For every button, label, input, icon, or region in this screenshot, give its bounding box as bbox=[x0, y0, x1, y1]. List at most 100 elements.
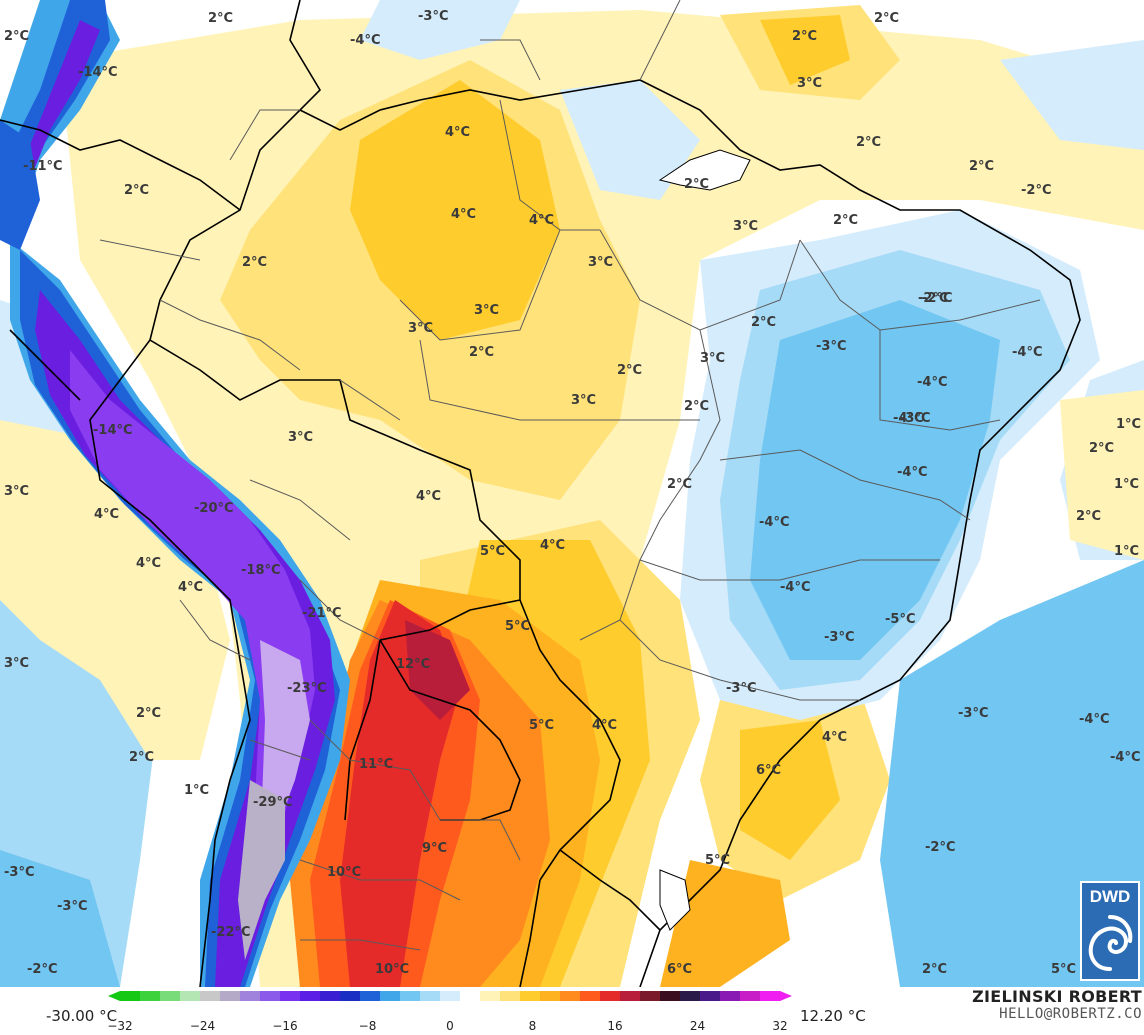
temperature-label: -3°C bbox=[726, 681, 756, 696]
temperature-label: 2°C bbox=[922, 962, 947, 977]
legend-swatch bbox=[540, 991, 561, 1001]
temperature-label: 11°C bbox=[359, 757, 393, 772]
legend-max-label: 12.20 °C bbox=[800, 1007, 866, 1025]
temperature-region bbox=[880, 560, 1144, 987]
legend-swatch bbox=[420, 991, 441, 1001]
temperature-label: 3°C bbox=[408, 321, 433, 336]
legend-tick-label: 8 bbox=[529, 1019, 537, 1033]
temperature-label: 9°C bbox=[422, 841, 447, 856]
national-border bbox=[0, 119, 241, 211]
state-border bbox=[159, 299, 301, 371]
legend-swatch bbox=[400, 991, 421, 1001]
temperature-region bbox=[350, 80, 560, 340]
temperature-label: 2°C bbox=[856, 135, 881, 150]
temperature-label: -2°C bbox=[925, 840, 955, 855]
temperature-region bbox=[1000, 40, 1144, 150]
temperature-label: -2°C bbox=[1021, 183, 1051, 198]
national-border bbox=[289, 0, 1081, 987]
temperature-label: 4°C bbox=[416, 489, 441, 504]
estuary bbox=[658, 149, 751, 191]
temperature-label: 3°C bbox=[288, 430, 313, 445]
temperature-region bbox=[0, 850, 120, 987]
state-border bbox=[249, 479, 351, 541]
temperature-label: 2°C bbox=[751, 315, 776, 330]
legend-swatch bbox=[240, 991, 261, 1001]
state-border bbox=[480, 39, 541, 81]
temperature-label: 2°C bbox=[874, 11, 899, 26]
temperature-label: 3°C bbox=[797, 76, 822, 91]
temperature-label: -2°C bbox=[922, 291, 952, 306]
temperature-label: -22°C bbox=[211, 925, 251, 940]
state-border bbox=[499, 99, 600, 231]
temperature-label: 1°C bbox=[1114, 477, 1139, 492]
temperature-label: -3°C bbox=[4, 865, 34, 880]
legend-arrow-right bbox=[780, 991, 792, 1001]
dwd-logo-text: DWD bbox=[1089, 887, 1131, 906]
temperature-region bbox=[560, 80, 700, 200]
temperature-label: 4°C bbox=[178, 580, 203, 595]
temperature-label: 2°C bbox=[129, 750, 154, 765]
legend-swatch bbox=[460, 991, 481, 1001]
temperature-label: 10°C bbox=[375, 962, 409, 977]
national-border bbox=[519, 879, 541, 987]
temperature-label: 1°C bbox=[1114, 544, 1139, 559]
temperature-label: 4°C bbox=[94, 507, 119, 522]
temperature-label: 5°C bbox=[529, 718, 554, 733]
map-canvas: 2°C 2°C -3°C -4°C 2°C 2°C -14°C 3°C 4°C 2°C 2°C -2°… bbox=[0, 0, 1144, 987]
temperature-label: 4°C bbox=[529, 213, 554, 228]
legend-swatch bbox=[280, 991, 301, 1001]
temperature-label: 5°C bbox=[480, 544, 505, 559]
temperature-label: -4°C bbox=[897, 465, 927, 480]
legend-swatch bbox=[120, 991, 141, 1001]
color-legend: −32 −24 −16 −8 0 8 16 24 32 bbox=[107, 991, 792, 1033]
temperature-region bbox=[70, 350, 315, 880]
state-border bbox=[249, 739, 311, 761]
temperature-label: -20°C bbox=[194, 501, 234, 516]
legend-swatch bbox=[700, 991, 721, 1001]
temperature-label: 4°C bbox=[445, 125, 470, 140]
national-border bbox=[9, 329, 81, 401]
brand-name: ZIELINSKI ROBERT bbox=[972, 987, 1142, 1006]
temperature-region bbox=[660, 860, 790, 987]
state-border bbox=[99, 239, 201, 261]
temperature-label: -5°C bbox=[885, 612, 915, 627]
national-border bbox=[379, 639, 521, 821]
state-border bbox=[229, 109, 300, 161]
national-border bbox=[344, 639, 381, 821]
temperature-label: -21°C bbox=[302, 606, 342, 621]
temperature-label: 2°C bbox=[792, 29, 817, 44]
legend-swatch bbox=[740, 991, 761, 1001]
legend-swatch bbox=[480, 991, 501, 1001]
legend-swatch bbox=[360, 991, 381, 1001]
legend-swatch bbox=[600, 991, 621, 1001]
legend-swatch bbox=[160, 991, 181, 1001]
temperature-label: -4°C bbox=[759, 515, 789, 530]
legend-swatch bbox=[320, 991, 341, 1001]
temperature-label: 2°C bbox=[667, 477, 692, 492]
temperature-label: 3°C bbox=[571, 393, 596, 408]
state-border bbox=[399, 229, 561, 341]
temperature-label: -4°C bbox=[780, 580, 810, 595]
brand-email: HELLO@ROBERTZ.CO bbox=[999, 1006, 1142, 1022]
temperature-region bbox=[750, 300, 1000, 660]
temperature-label: -4°C bbox=[1012, 345, 1042, 360]
temperature-label: -4°C bbox=[893, 411, 923, 426]
legend-swatch bbox=[340, 991, 361, 1001]
legend-swatch bbox=[140, 991, 161, 1001]
temperature-label: -29°C bbox=[253, 795, 293, 810]
state-border bbox=[179, 599, 251, 661]
state-border bbox=[339, 379, 401, 421]
temperature-region bbox=[0, 120, 40, 250]
legend-swatch bbox=[560, 991, 581, 1001]
legend-tick-label: 24 bbox=[690, 1019, 705, 1033]
temperature-label: -2°C bbox=[27, 962, 57, 977]
temperature-label: -18°C bbox=[241, 563, 281, 578]
legend-swatch bbox=[380, 991, 401, 1001]
temperature-label: 5°C bbox=[705, 853, 730, 868]
legend-swatch bbox=[300, 991, 321, 1001]
temperature-label: -14°C bbox=[93, 423, 133, 438]
state-border bbox=[309, 719, 441, 821]
temperature-label: 2°C bbox=[684, 399, 709, 414]
legend-swatch bbox=[520, 991, 541, 1001]
temperature-label: 2°C bbox=[4, 29, 29, 44]
